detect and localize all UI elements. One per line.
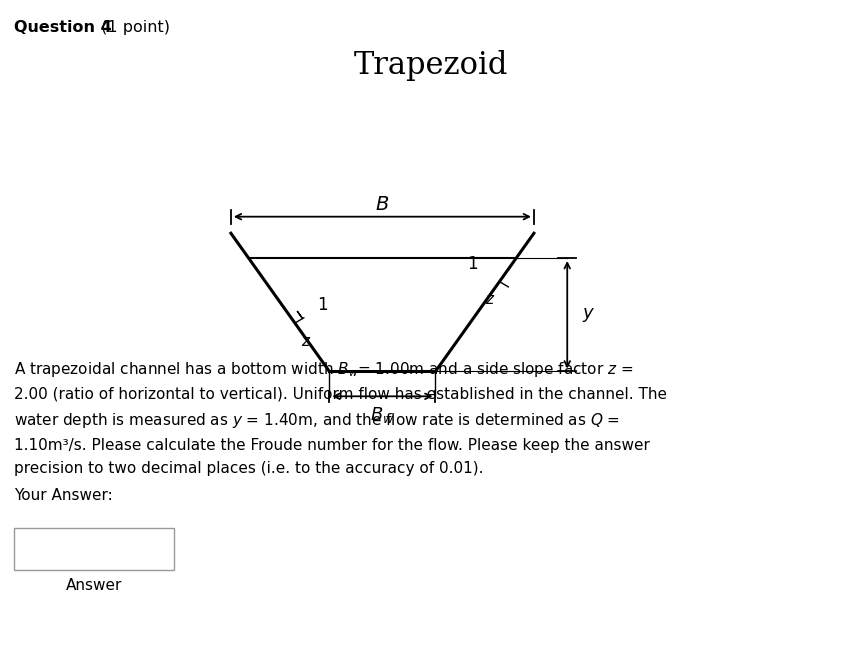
Text: 1: 1 — [317, 296, 327, 314]
Text: Question 4: Question 4 — [14, 20, 112, 35]
Text: z: z — [484, 292, 492, 307]
Text: Trapezoid: Trapezoid — [353, 50, 508, 81]
Text: z: z — [301, 334, 309, 349]
Text: $\mathit{B}$: $\mathit{B}$ — [375, 196, 389, 214]
Text: $\mathit{y}$: $\mathit{y}$ — [582, 306, 595, 324]
Text: Your Answer:: Your Answer: — [14, 488, 113, 503]
Text: Answer: Answer — [65, 578, 122, 593]
Text: A trapezoidal channel has a bottom width $B_w$= 1.00m and a side slope factor $z: A trapezoidal channel has a bottom width… — [14, 360, 666, 476]
Text: $\mathit{B}_w$: $\mathit{B}_w$ — [369, 405, 394, 424]
Text: 1: 1 — [467, 255, 477, 272]
Text: (1 point): (1 point) — [96, 20, 170, 35]
FancyBboxPatch shape — [14, 528, 174, 570]
